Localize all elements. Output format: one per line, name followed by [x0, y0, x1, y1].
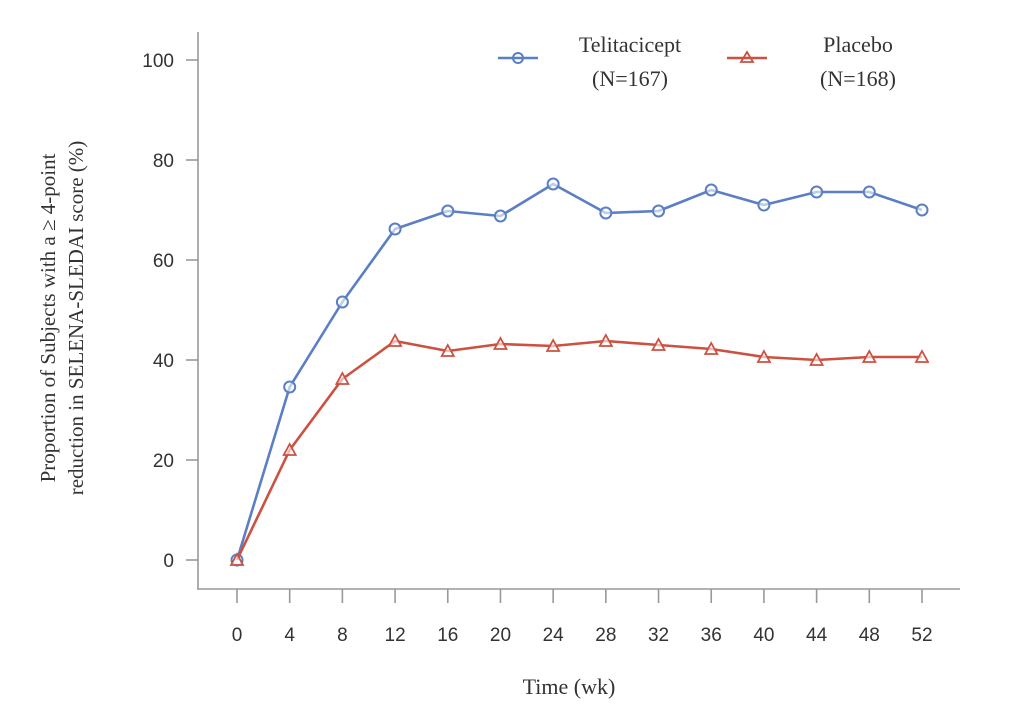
legend-item-telitacicept: Telitacicept (N=167) [498, 32, 681, 91]
y-ticks: 0 20 40 60 80 100 [142, 51, 198, 572]
x-tick-label: 48 [859, 625, 880, 646]
x-axis-label: Time (wk) [523, 674, 616, 699]
data-point-placebo [598, 333, 614, 347]
legend-item-placebo: Placebo (N=168) [727, 32, 896, 91]
data-point-telitacicept [441, 204, 455, 218]
data-point-telitacicept [493, 209, 507, 223]
y-tick-label: 100 [142, 51, 174, 72]
x-tick-label: 4 [284, 625, 295, 646]
data-point-placebo [440, 343, 456, 357]
data-point-telitacicept [599, 206, 613, 220]
data-point-placebo [861, 349, 877, 363]
data-point-placebo [809, 352, 825, 366]
data-point-placebo [334, 371, 350, 385]
y-tick-label: 80 [153, 151, 174, 172]
data-point-placebo [703, 341, 719, 355]
x-tick-label: 0 [232, 625, 243, 646]
data-point-telitacicept [335, 295, 349, 309]
legend: Telitacicept (N=167) Placebo (N=168) [498, 32, 896, 91]
y-tick-label: 40 [153, 351, 174, 372]
data-point-placebo [756, 349, 772, 363]
x-tick-label: 16 [437, 625, 458, 646]
data-point-telitacicept [283, 380, 297, 394]
x-tick-label: 52 [911, 625, 932, 646]
data-point-placebo [914, 349, 930, 363]
x-tick-label: 20 [490, 625, 511, 646]
x-tick-label: 32 [648, 625, 669, 646]
legend-n-placebo: (N=168) [820, 66, 896, 91]
data-point-placebo [651, 337, 667, 351]
y-axis-label-line-1: Proportion of Subjects with a ≥ 4-point [36, 153, 60, 482]
data-point-telitacicept [652, 204, 666, 218]
data-point-telitacicept [704, 183, 718, 197]
x-tick-label: 24 [543, 625, 565, 646]
x-tick-label: 40 [753, 625, 774, 646]
data-point-placebo [545, 338, 561, 352]
x-tick-label: 12 [385, 625, 406, 646]
data-point-telitacicept [915, 203, 929, 217]
y-tick-label: 20 [153, 451, 174, 472]
y-axis-label: Proportion of Subjects with a ≥ 4-point … [36, 141, 88, 496]
legend-n-telitacicept: (N=167) [592, 66, 668, 91]
data-point-placebo [492, 336, 508, 350]
data-point-telitacicept [388, 222, 402, 236]
y-tick-label: 60 [153, 251, 174, 272]
legend-label-placebo: Placebo [823, 32, 893, 57]
data-point-placebo [282, 442, 298, 456]
x-tick-label: 8 [337, 625, 348, 646]
data-point-placebo [387, 333, 403, 347]
data-point-telitacicept [810, 185, 824, 199]
data-point-placebo [229, 552, 245, 566]
series-layer [229, 177, 930, 567]
legend-marker-circle-icon [512, 52, 524, 64]
series-line-placebo [235, 339, 922, 561]
y-axis-label-line-2: reduction in SELENA-SLEDAI score (%) [64, 141, 88, 496]
series-placebo [229, 333, 930, 566]
x-tick-label: 36 [701, 625, 722, 646]
x-tick-label: 28 [595, 625, 616, 646]
legend-marker-triangle-icon [739, 50, 755, 63]
data-point-telitacicept [757, 198, 771, 212]
x-tick-label: 44 [806, 625, 828, 646]
y-tick-label: 0 [163, 551, 174, 572]
series-line-telitacicept [235, 182, 923, 561]
legend-label-telitacicept: Telitacicept [579, 32, 681, 57]
data-point-telitacicept [862, 185, 876, 199]
axes [197, 32, 960, 590]
x-ticks: 0 4 8 12 16 20 24 28 32 36 40 44 48 52 [232, 589, 933, 646]
series-telitacicept [230, 177, 929, 567]
data-point-telitacicept [546, 177, 560, 191]
